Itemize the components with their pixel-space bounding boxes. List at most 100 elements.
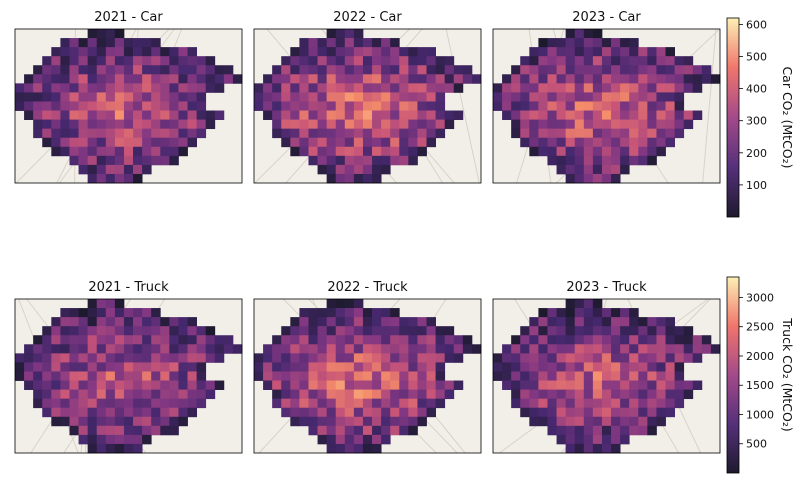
- heat-cell: [96, 416, 107, 427]
- heat-cell: [453, 344, 464, 354]
- heat-cell: [353, 56, 364, 66]
- heat-cell: [114, 317, 125, 327]
- heat-cell: [529, 335, 539, 345]
- heat-cell: [281, 353, 291, 363]
- heat-cell: [344, 371, 355, 381]
- heat-cell: [326, 407, 337, 418]
- heat-cell: [160, 335, 170, 345]
- heat-cell: [281, 65, 291, 75]
- heat-cell: [160, 74, 170, 84]
- heat-cell: [592, 29, 603, 39]
- heat-cell: [665, 47, 675, 57]
- heat-cell: [308, 56, 318, 66]
- heat-cell: [205, 74, 216, 84]
- heat-cell: [326, 146, 337, 157]
- heat-cell: [453, 83, 464, 93]
- heat-cell: [69, 416, 79, 427]
- heat-cell: [529, 380, 539, 390]
- heat-cell: [290, 398, 300, 409]
- heat-cell: [556, 92, 567, 102]
- heat-cell: [583, 56, 594, 66]
- heat-cell: [629, 353, 639, 363]
- heat-cell: [151, 128, 161, 139]
- heat-cell: [381, 335, 391, 345]
- heat-cell: [547, 416, 557, 427]
- heat-cell: [647, 128, 657, 139]
- heat-cell: [281, 380, 291, 390]
- heat-cell: [42, 371, 52, 381]
- heat-cell: [399, 371, 409, 381]
- panel-title: 2023 - Truck: [566, 280, 647, 295]
- heat-cell: [426, 119, 436, 130]
- heat-cell: [611, 371, 621, 381]
- heat-cell: [78, 119, 89, 130]
- colorbar-tick-label: 500: [746, 51, 767, 64]
- heat-cell: [362, 326, 373, 336]
- heat-cell: [187, 137, 197, 148]
- heat-cell: [601, 317, 612, 327]
- heat-cell: [583, 317, 594, 327]
- heat-cell: [665, 335, 675, 345]
- heat-cell: [60, 146, 70, 157]
- heat-cell: [538, 119, 548, 130]
- heat-cell: [42, 344, 52, 354]
- heat-cell: [196, 101, 207, 111]
- heat-cell: [417, 92, 427, 102]
- heat-cell: [556, 317, 567, 327]
- heat-cell: [547, 155, 557, 166]
- heat-cell: [335, 353, 346, 363]
- heat-cell: [290, 119, 300, 130]
- heat-cell: [87, 371, 98, 381]
- heat-cell: [390, 92, 400, 102]
- heat-cell: [529, 128, 539, 139]
- heat-cell: [665, 344, 675, 354]
- heat-cell: [701, 65, 712, 75]
- heat-cell: [335, 38, 346, 48]
- heat-cell: [511, 335, 521, 345]
- heat-cell: [15, 362, 25, 372]
- heat-cell: [133, 326, 143, 336]
- heat-cell: [390, 344, 400, 354]
- heat-cell: [574, 155, 585, 166]
- heat-cell: [123, 56, 134, 66]
- heat-cell: [335, 29, 346, 39]
- heat-cell: [574, 56, 585, 66]
- heat-cell: [444, 344, 455, 354]
- heat-cell: [96, 83, 107, 93]
- heat-cell: [592, 443, 603, 454]
- heat-cell: [133, 119, 143, 130]
- heat-cell: [78, 398, 89, 409]
- heat-cell: [638, 56, 648, 66]
- heat-cell: [133, 164, 143, 175]
- heat-cell: [353, 362, 364, 372]
- colorbar-label: Truck CO₂ (MtCO₂): [780, 317, 795, 432]
- heat-cell: [69, 371, 79, 381]
- heat-cell: [556, 83, 567, 93]
- heat-cell: [520, 380, 530, 390]
- heat-cell: [538, 101, 548, 111]
- heat-cell: [674, 128, 685, 139]
- heat-cell: [556, 380, 567, 390]
- heat-cell: [390, 398, 400, 409]
- heat-cell: [556, 326, 567, 336]
- heat-cell: [629, 335, 639, 345]
- heat-cell: [353, 92, 364, 102]
- heat-cell: [114, 101, 125, 111]
- heat-cell: [629, 155, 639, 166]
- heat-cell: [529, 119, 539, 130]
- heat-cell: [123, 389, 134, 400]
- heat-cell: [399, 137, 409, 148]
- heat-cell: [556, 362, 567, 372]
- heat-cell: [317, 308, 328, 318]
- heat-cell: [493, 353, 503, 363]
- heat-cell: [290, 65, 300, 75]
- heat-cell: [317, 389, 328, 400]
- heat-cell: [683, 65, 694, 75]
- heat-cell: [547, 101, 557, 111]
- heat-cell: [160, 47, 170, 57]
- heat-cell: [123, 119, 134, 130]
- heat-cell: [160, 110, 170, 120]
- heat-cell: [592, 362, 603, 372]
- heat-cell: [178, 344, 188, 354]
- heat-cell: [647, 110, 657, 120]
